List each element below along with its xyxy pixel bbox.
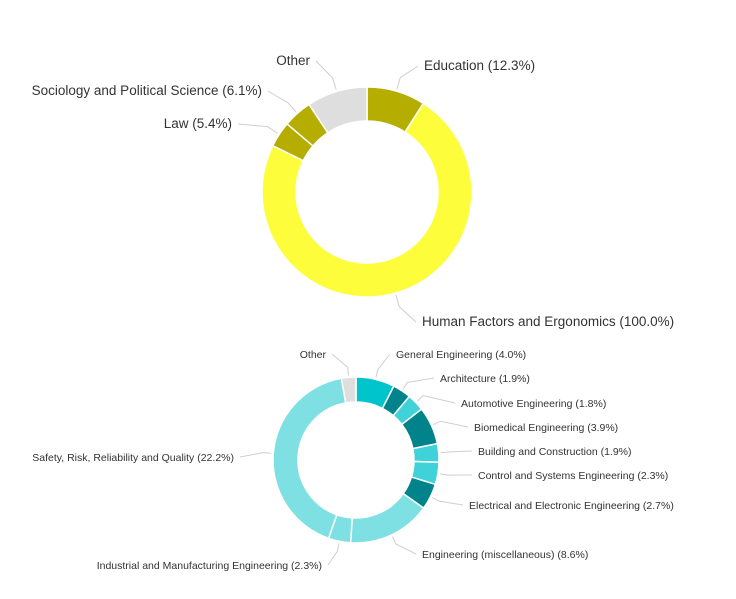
label-sociology-and-political-science: Sociology and Political Science (6.1%) (32, 83, 262, 98)
leader-line-building-and-construction (440, 450, 473, 454)
leader-line-industrial-and-manufacturing-engineering (327, 543, 340, 566)
subject-area-donut-chart-top: Education (12.3%) Human Factors and Ergon… (32, 53, 675, 329)
label-building-and-construction: Building and Construction (1.9%) (478, 446, 632, 458)
leader-line-general-engineering (375, 353, 391, 378)
leader-line-biomedical-engineering (433, 420, 469, 428)
label-human-factors-and-ergonomics: Human Factors and Ergonomics (100.0%) (422, 314, 674, 329)
leader-line-education (396, 65, 419, 90)
slice-human-factors-and-ergonomics[interactable] (261, 102, 473, 298)
leader-line-other (315, 60, 337, 90)
slice-safety-risk-reliability-and-quality[interactable] (272, 377, 347, 540)
leader-line-sociology-and-political-science (267, 90, 297, 113)
label-engineering: Engineering (miscellaneous) (8.6%) (422, 549, 588, 561)
label-general-engineering: General Engineering (4.0%) (396, 349, 526, 361)
label-architecture: Architecture (1.9%) (440, 373, 530, 385)
slice-other[interactable] (308, 86, 368, 134)
leader-line-other (331, 353, 349, 376)
leader-line-law (237, 123, 278, 134)
label-automotive-engineering: Automotive Engineering (1.8%) (461, 398, 606, 410)
donut-top-svg: Education (12.3%) Human Factors and Ergon… (32, 53, 675, 329)
label-electrical-and-electronic-engineering: Electrical and Electronic Engineering (2… (469, 500, 674, 512)
label-safety-risk-reliability-and-quality: Safety, Risk, Reliability and Quality (2… (32, 452, 234, 464)
label-other: Other (300, 349, 327, 361)
label-biomedical-engineering: Biomedical Engineering (3.9%) (474, 422, 618, 434)
leader-line-safety-risk-reliability-and-quality (239, 452, 272, 458)
leader-line-electrical-and-electronic-engineering (431, 497, 464, 506)
label-other: Other (276, 53, 310, 68)
leader-line-human-factors-and-ergonomics (395, 294, 417, 323)
leader-line-engineering (392, 536, 417, 555)
leader-line-architecture (402, 377, 435, 390)
label-control-and-systems-engineering: Control and Systems Engineering (2.3%) (478, 470, 668, 482)
leader-line-automotive-engineering (416, 394, 456, 404)
subject-area-donut-chart-bottom: General Engineering (4.0%) Architecture (… (0, 340, 736, 599)
label-industrial-and-manufacturing-engineering: Industrial and Manufacturing Engineering… (97, 560, 322, 572)
donut-bottom-svg: General Engineering (4.0%) Architecture (… (32, 349, 674, 572)
slice-other[interactable] (340, 376, 357, 404)
slice-engineering[interactable] (349, 492, 425, 544)
leader-line-control-and-systems-engineering (439, 473, 473, 476)
label-law: Law (5.4%) (164, 116, 232, 131)
label-education: Education (12.3%) (424, 58, 535, 73)
